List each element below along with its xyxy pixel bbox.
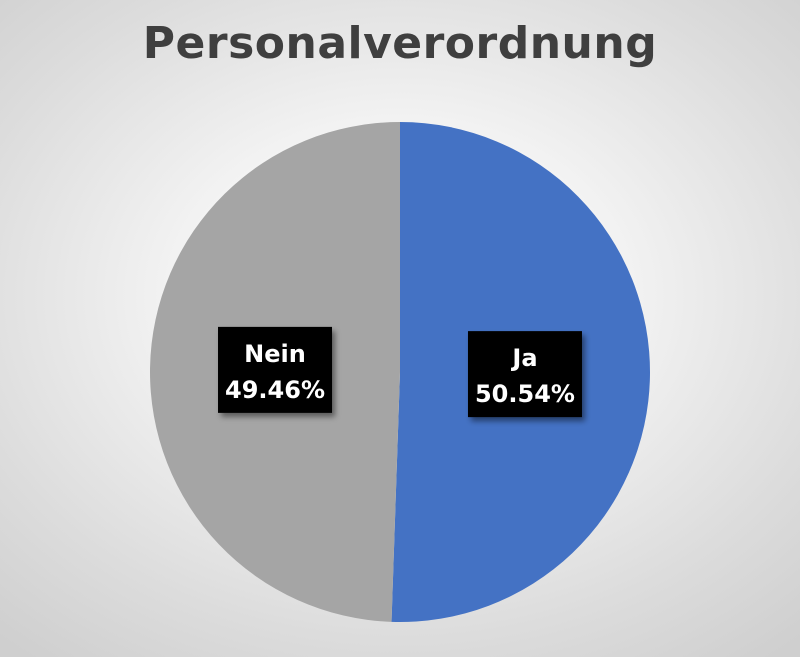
data-label-category: Nein: [244, 340, 306, 368]
data-label-ja: Ja 50.54%: [467, 331, 582, 418]
data-label-box: [467, 331, 582, 418]
data-label-percent: 50.54%: [475, 380, 575, 408]
labels-layer: Ja 50.54% Nein 49.46%: [218, 326, 582, 418]
chart-title: Personalverordnung: [142, 18, 658, 69]
data-label-category: Ja: [510, 344, 537, 372]
data-label-nein: Nein 49.46%: [218, 326, 333, 413]
data-label-box: [218, 326, 333, 413]
data-label-percent: 49.46%: [225, 376, 325, 404]
